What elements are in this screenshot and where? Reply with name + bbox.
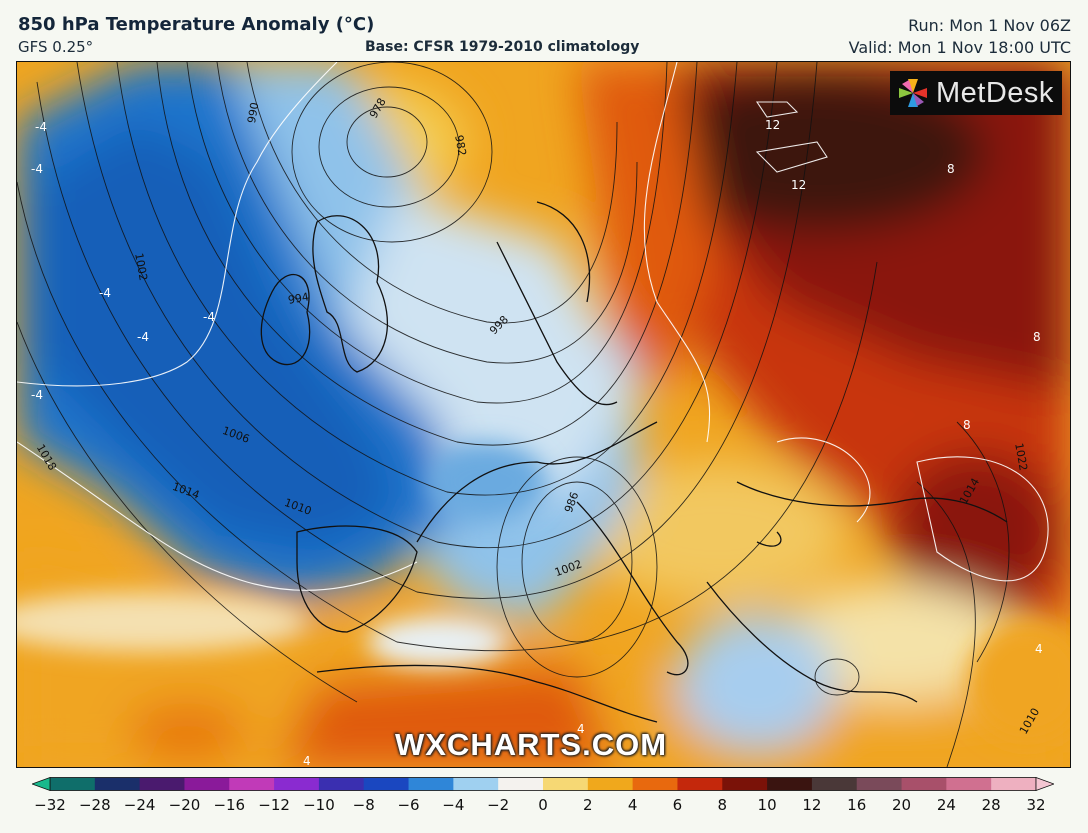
colorbar-segment: [50, 777, 96, 791]
anomaly-contour-label: 8: [963, 418, 971, 432]
colorbar-tick-label: −24: [123, 796, 156, 814]
colorbar-tick-label: 16: [847, 796, 867, 814]
anomaly-contour-label: -4: [31, 162, 43, 176]
colorbar-segment: [632, 777, 678, 791]
anomaly-contour-label: -4: [99, 286, 111, 300]
colorbar-tick-labels: −32 −28 −24 −20 −16 −12 −10 −8 −6 −4 −2 0 2 4 6 8 10 12 16…: [0, 796, 1088, 818]
colorbar-segment: [991, 777, 1037, 791]
colorbar-segment: [184, 777, 230, 791]
colorbar-tick-label: 32: [1026, 796, 1046, 814]
anomaly-contour-label: 12: [765, 118, 781, 132]
anomaly-contour-label: -4: [203, 310, 215, 324]
colorbar-segment: [453, 777, 499, 791]
colorbar-tick-label: 6: [672, 796, 683, 814]
run-time-label: Run: Mon 1 Nov 06Z: [908, 16, 1071, 35]
colorbar-segment: [767, 777, 813, 791]
colorbar-tick-label: 2: [583, 796, 593, 814]
chart-title: 850 hPa Temperature Anomaly (°C): [18, 14, 375, 35]
colorbar-tick-label: 4: [627, 796, 638, 814]
colorbar-tick-label: −16: [213, 796, 246, 814]
weather-map[interactable]: 990 978 982 1002 994 998 1006 1010 1014 1018 1022 1…: [16, 61, 1071, 768]
colorbar-segment: [901, 777, 947, 791]
colorbar-tick-label: 28: [981, 796, 1001, 814]
colorbar-left-arrow: [32, 777, 51, 791]
anomaly-detail: [17, 442, 1070, 742]
colorbar-segment: [498, 777, 544, 791]
colorbar-segment: [229, 777, 275, 791]
anomaly-contour-label: 4: [577, 722, 585, 736]
metdesk-pinwheel-icon: [899, 79, 927, 107]
colorbar-tick-label: −28: [78, 796, 111, 814]
anomaly-field: [17, 62, 1070, 767]
anomaly-contour-label: 12: [791, 178, 807, 192]
colorbar-segment: [856, 777, 903, 791]
coastlines: [260, 201, 1008, 723]
colorbar-segment: [543, 777, 589, 791]
colorbar-tick-label: 10: [757, 796, 777, 814]
anomaly-contours: [17, 62, 1049, 591]
colorbar-tick-label: −12: [258, 796, 290, 814]
wxcharts-watermark: WXCHARTS.COM: [395, 727, 668, 762]
colorbar-segment: [408, 777, 454, 791]
colorbar-tick-label: −4: [442, 796, 465, 814]
metdesk-logo[interactable]: MetDesk: [890, 71, 1062, 115]
anomaly-contour-label: 4: [1035, 642, 1043, 656]
colorbar-segment: [677, 777, 723, 791]
colorbar-segment: [722, 777, 768, 791]
anomaly-contour-label: 8: [947, 162, 955, 176]
colorbar-tick-label: −32: [34, 796, 66, 814]
colorbar-tick-label: −20: [168, 796, 201, 814]
climatology-base-label: Base: CFSR 1979-2010 climatology: [365, 39, 640, 55]
colorbar-tick-label: −10: [303, 796, 335, 814]
colorbar-tick-label: 24: [936, 796, 956, 814]
colorbar-right-arrow: [1035, 777, 1054, 791]
colorbar-segment: [274, 777, 320, 791]
colorbar-tick-label: 0: [538, 796, 548, 814]
colorbar-tick-label: 20: [891, 796, 912, 814]
valid-time-label: Valid: Mon 1 Nov 18:00 UTC: [848, 38, 1071, 57]
colorbar-segment: [587, 777, 634, 791]
anomaly-map-svg: [17, 62, 1070, 767]
colorbar-tick-label: 12: [802, 796, 822, 814]
colorbar-tick-label: 8: [717, 796, 728, 814]
colorbar-segment: [811, 777, 858, 791]
anomaly-contour-label: -4: [35, 120, 47, 134]
model-label: GFS 0.25°: [18, 38, 94, 56]
colorbar-segment: [139, 777, 185, 791]
anomaly-contour-label: 8: [1033, 330, 1041, 344]
isobars: [17, 62, 1010, 767]
colorbar-tick-label: −6: [397, 796, 420, 814]
colorbar-segment: [318, 777, 365, 791]
metdesk-logo-text: MetDesk: [936, 76, 1054, 109]
anomaly-contour-label: 4: [303, 754, 311, 768]
colorbar-tick-label: −2: [487, 796, 510, 814]
anomaly-contour-label: -4: [137, 330, 149, 344]
colorbar-tick-label: −8: [352, 796, 375, 814]
colorbar-segment: [946, 777, 992, 791]
anomaly-contour-label: -4: [31, 388, 43, 402]
colorbar: [32, 777, 1054, 791]
colorbar-segment: [363, 777, 410, 791]
colorbar-segment: [94, 777, 141, 791]
